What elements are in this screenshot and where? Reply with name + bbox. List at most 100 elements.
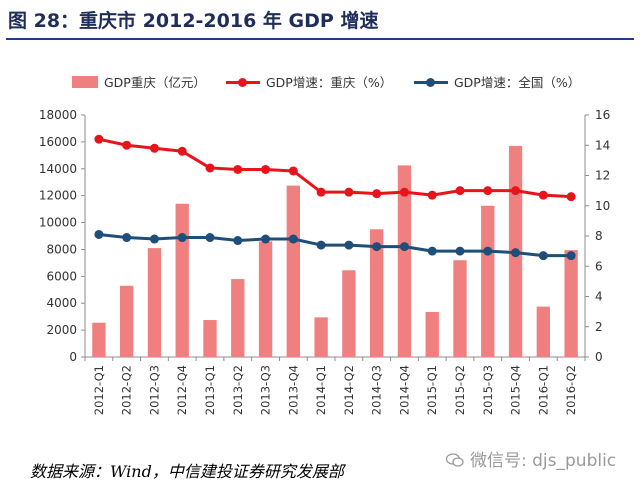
bar-gdp-chongqing [175,203,189,357]
point-chongqing-growth [344,187,354,197]
point-national-growth [94,229,104,239]
bar-gdp-chongqing [92,322,106,357]
bar-gdp-chongqing [453,260,467,357]
right-tick-label: 14 [595,138,610,152]
x-tick-label: 2016-Q1 [536,365,550,415]
x-tick-label: 2012-Q1 [92,365,106,415]
left-tick-label: 16000 [39,135,77,149]
bar-gdp-chongqing [536,306,550,357]
left-tick-label: 6000 [46,269,77,283]
point-chongqing-growth [372,189,382,199]
point-national-growth [427,246,437,256]
point-chongqing-growth [455,186,465,196]
figure-title: 图 28：重庆市 2012-2016 年 GDP 增速 [8,10,379,32]
bar-gdp-chongqing [120,285,134,357]
point-national-growth [344,240,354,250]
legend-label-bar: GDP重庆（亿元） [104,75,206,90]
right-tick-label: 16 [595,108,610,122]
point-chongqing-growth [483,186,493,196]
legend-item-line-chongqing: GDP增速：重庆（%） [226,72,392,91]
bar-gdp-chongqing [258,241,273,357]
point-national-growth [538,251,548,261]
x-tick-label: 2013-Q4 [286,365,300,415]
source-note: 数据来源：Wind，中信建投证券研究发展部 [30,462,344,481]
bar-gdp-chongqing [286,185,300,357]
x-tick-label: 2012-Q3 [147,365,161,415]
bar-gdp-chongqing [564,250,578,357]
wechat-icon [446,453,464,467]
bar-gdp-chongqing [481,205,495,357]
point-national-growth [566,251,576,261]
point-chongqing-growth [122,140,132,150]
title-underline [6,38,634,40]
point-chongqing-growth [233,164,243,174]
left-tick-label: 14000 [39,162,77,176]
left-tick-label: 10000 [39,216,77,230]
bar-gdp-chongqing [342,270,356,357]
x-tick-label: 2015-Q1 [425,365,439,415]
right-tick-label: 8 [595,229,603,243]
point-national-growth [511,248,521,258]
point-national-growth [233,236,243,246]
point-national-growth [261,234,271,244]
left-tick-label: 8000 [46,242,77,256]
point-chongqing-growth [538,190,548,200]
x-tick-label: 2016-Q2 [564,365,578,415]
point-national-growth [455,246,465,256]
point-national-growth [483,246,493,256]
x-tick-label: 2015-Q4 [509,365,523,415]
bar-gdp-chongqing [425,311,439,357]
right-tick-label: 2 [595,320,603,334]
left-tick-label: 2000 [46,323,77,337]
line-national-growth [98,232,572,258]
left-tick-label: 4000 [46,296,77,310]
watermark-text: 微信号: djs_public [470,451,617,471]
point-chongqing-growth [177,146,187,156]
x-tick-label: 2015-Q2 [453,365,467,415]
bar-gdp-chongqing [314,317,328,357]
right-tick-label: 6 [595,259,603,273]
point-chongqing-growth [427,190,437,200]
x-tick-label: 2012-Q2 [120,365,134,415]
point-chongqing-growth [399,187,409,197]
x-tick-label: 2015-Q3 [481,365,495,415]
point-national-growth [205,233,215,243]
watermark: 微信号: djs_public [446,446,616,471]
right-tick-label: 4 [595,290,603,304]
point-national-growth [372,242,382,252]
x-tick-label: 2012-Q4 [175,365,189,415]
left-tick-label: 12000 [39,189,77,203]
x-tick-label: 2013-Q3 [259,365,273,415]
bar-gdp-chongqing [397,165,412,357]
line-chongqing-growth [98,137,572,199]
x-tick-label: 2014-Q3 [370,365,384,415]
point-chongqing-growth [261,164,271,174]
bar-gdp-chongqing [147,248,162,357]
left-tick-label: 18000 [39,108,77,122]
point-national-growth [316,240,326,250]
point-national-growth [149,234,159,244]
point-chongqing-growth [288,166,298,176]
right-tick-label: 12 [595,169,610,183]
point-national-growth [399,242,409,252]
x-tick-label: 2013-Q2 [231,365,245,415]
point-national-growth [177,233,187,243]
x-tick-label: 2014-Q1 [314,365,328,415]
x-tick-label: 2014-Q2 [342,365,356,415]
point-chongqing-growth [205,163,215,173]
legend-swatch-line-national [414,76,448,88]
left-tick-label: 0 [69,350,77,364]
legend-label-line-national: GDP增速：全国（%） [454,75,581,90]
bar-gdp-chongqing [370,229,384,357]
point-national-growth [122,233,132,243]
legend-label-line-chongqing: GDP增速：重庆（%） [266,75,393,90]
legend-swatch-line-chongqing [226,76,260,88]
point-national-growth [288,234,298,244]
right-tick-label: 0 [595,350,603,364]
point-chongqing-growth [511,186,521,196]
legend-item-bar: GDP重庆（亿元） [72,72,206,91]
point-chongqing-growth [316,187,326,197]
bar-gdp-chongqing [231,279,245,357]
point-chongqing-growth [94,134,104,144]
